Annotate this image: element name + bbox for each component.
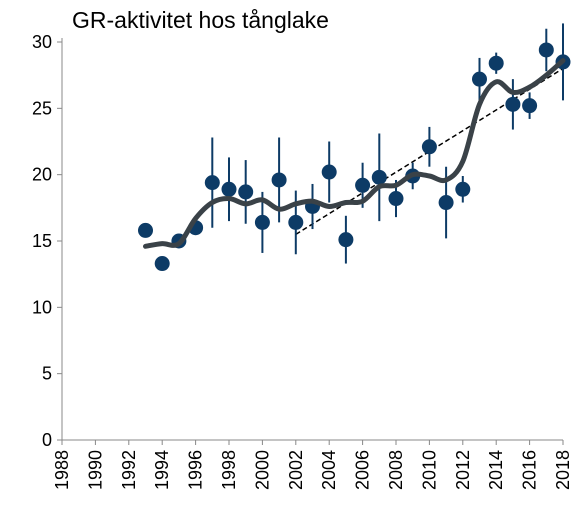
x-tick-label: 1992 [119, 450, 139, 490]
data-point [455, 181, 471, 197]
data-point [488, 55, 504, 71]
chart-title: GR-aktivitet hos tånglake [72, 7, 329, 33]
x-tick-label: 2012 [453, 450, 473, 490]
x-tick-label: 1994 [152, 450, 172, 490]
x-tick-label: 2016 [520, 450, 540, 490]
data-point [288, 214, 304, 230]
data-point [254, 214, 270, 230]
x-tick-label: 2006 [353, 450, 373, 490]
data-point [321, 164, 337, 180]
x-tick-label: 2000 [252, 450, 272, 490]
x-tick-label: 1996 [186, 450, 206, 490]
y-tick-label: 15 [32, 231, 52, 251]
smooth-line [143, 58, 566, 249]
y-tick-label: 10 [32, 297, 52, 317]
data-point [238, 184, 254, 200]
y-tick-label: 20 [32, 165, 52, 185]
x-tick-label: 2008 [386, 450, 406, 490]
x-tick-label: 1990 [85, 450, 105, 490]
data-point [221, 181, 237, 197]
y-tick-label: 5 [42, 364, 52, 384]
x-tick-label: 2002 [286, 450, 306, 490]
y-tick-label: 0 [42, 430, 52, 450]
trend-line [295, 67, 564, 236]
data-point [355, 177, 371, 193]
x-tick-label: 2014 [486, 450, 506, 490]
data-point [338, 232, 354, 248]
data-point [271, 172, 287, 188]
x-tick-label: 1988 [52, 450, 72, 490]
y-tick-label: 30 [32, 32, 52, 52]
data-point [154, 256, 170, 272]
x-tick-label: 2018 [553, 450, 573, 490]
x-tick-label: 2004 [319, 450, 339, 490]
data-point [538, 42, 554, 58]
data-point [522, 98, 538, 114]
data-point [421, 139, 437, 155]
data-point [388, 191, 404, 207]
data-point [138, 222, 153, 238]
data-point [505, 96, 521, 112]
x-tick-label: 1998 [219, 450, 239, 490]
data-point [472, 71, 487, 87]
data-point [204, 175, 220, 191]
y-tick-label: 25 [32, 98, 52, 118]
data-point [371, 169, 387, 185]
data-point [438, 195, 454, 211]
x-tick-label: 2010 [419, 450, 439, 490]
